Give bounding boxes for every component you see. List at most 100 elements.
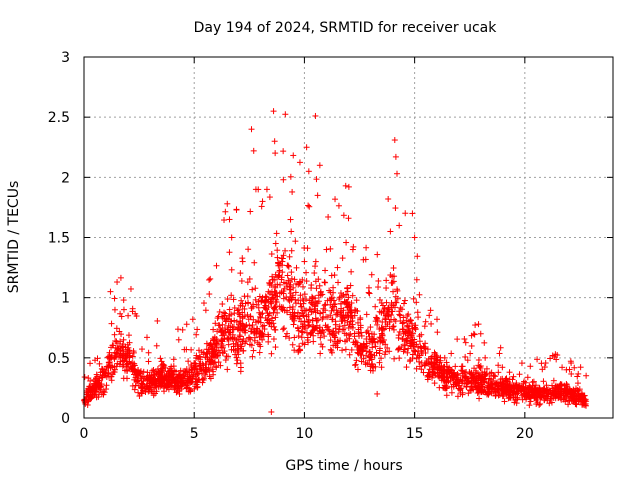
data-point — [108, 352, 115, 359]
data-point — [510, 388, 517, 395]
data-point — [317, 350, 324, 357]
data-point — [206, 356, 213, 363]
data-point — [306, 203, 313, 210]
data-point — [218, 344, 225, 351]
data-point — [297, 292, 304, 299]
data-point — [222, 208, 229, 215]
data-point — [322, 301, 329, 308]
data-point — [233, 206, 240, 213]
data-point — [386, 318, 393, 325]
data-point — [313, 176, 320, 183]
data-point — [184, 373, 191, 380]
data-point — [235, 326, 242, 333]
data-point — [385, 195, 392, 202]
data-point — [496, 350, 503, 357]
data-point — [572, 395, 579, 402]
data-point — [303, 144, 310, 151]
data-point — [225, 353, 232, 360]
data-point — [492, 392, 499, 399]
data-point — [270, 320, 277, 327]
data-point — [315, 276, 322, 283]
data-point — [153, 388, 160, 395]
data-point — [246, 322, 253, 329]
data-point — [461, 380, 468, 387]
data-point — [411, 234, 418, 241]
data-point — [388, 279, 395, 286]
data-point — [117, 310, 124, 317]
data-point — [219, 314, 226, 321]
data-point — [286, 297, 293, 304]
data-point — [193, 363, 200, 370]
data-point — [256, 330, 263, 337]
data-point — [568, 370, 575, 377]
data-point — [311, 269, 318, 276]
data-point — [125, 332, 132, 339]
data-point — [500, 388, 507, 395]
data-point — [203, 340, 210, 347]
data-point — [219, 301, 226, 308]
data-point — [303, 278, 310, 285]
data-point — [124, 350, 131, 357]
data-point — [238, 297, 245, 304]
data-point — [317, 334, 324, 341]
data-point — [495, 362, 502, 369]
data-point — [259, 294, 266, 301]
data-point — [287, 311, 294, 318]
data-point — [549, 385, 556, 392]
data-point — [103, 382, 110, 389]
data-point — [415, 344, 422, 351]
data-point — [146, 386, 153, 393]
data-point — [307, 331, 314, 338]
data-point — [125, 363, 132, 370]
data-point — [392, 153, 399, 160]
data-point — [500, 384, 507, 391]
data-point — [292, 296, 299, 303]
data-point — [242, 300, 249, 307]
data-point — [105, 363, 112, 370]
data-point — [256, 349, 263, 356]
data-point — [246, 275, 253, 282]
data-point — [250, 303, 257, 310]
data-point — [378, 364, 385, 371]
data-point — [370, 367, 377, 374]
data-point — [117, 352, 124, 359]
data-point — [228, 311, 235, 318]
data-point — [281, 279, 288, 286]
data-point — [541, 397, 548, 404]
data-point — [310, 338, 317, 345]
data-point — [393, 170, 400, 177]
data-point — [352, 361, 359, 368]
data-point — [340, 292, 347, 299]
data-point — [191, 385, 198, 392]
data-point — [237, 270, 244, 277]
data-point — [475, 321, 482, 328]
data-point — [290, 321, 297, 328]
data-point — [291, 347, 298, 354]
data-point — [345, 332, 352, 339]
data-point — [373, 349, 380, 356]
data-point — [353, 297, 360, 304]
data-point — [534, 356, 541, 363]
data-point — [207, 275, 214, 282]
data-point — [272, 240, 279, 247]
data-point — [536, 384, 543, 391]
data-point — [341, 322, 348, 329]
data-point — [88, 385, 95, 392]
data-point — [272, 344, 279, 351]
data-point — [409, 336, 416, 343]
data-point — [372, 363, 379, 370]
data-point — [241, 323, 248, 330]
data-point — [250, 326, 257, 333]
data-point — [408, 340, 415, 347]
data-point — [215, 322, 222, 329]
data-point — [319, 343, 326, 350]
data-point — [233, 360, 240, 367]
data-point — [135, 377, 142, 384]
data-point — [374, 251, 381, 258]
data-point — [111, 306, 118, 313]
data-point — [150, 392, 157, 399]
data-point — [499, 364, 506, 371]
data-point — [117, 338, 124, 345]
data-point — [265, 288, 272, 295]
data-point — [580, 398, 587, 405]
